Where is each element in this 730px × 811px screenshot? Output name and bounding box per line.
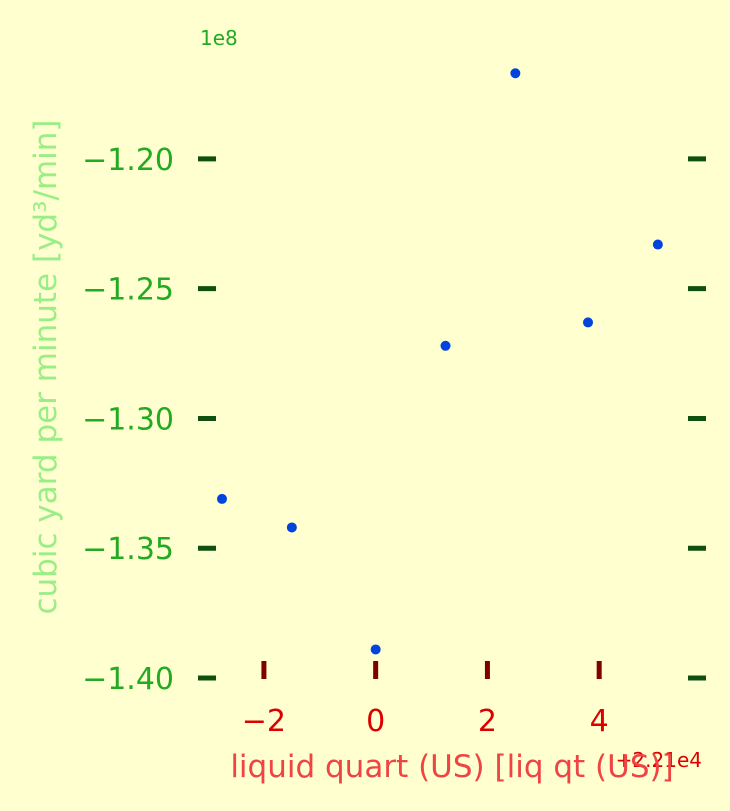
x-axis-offset-label: +2.21e4 xyxy=(616,748,702,772)
y-tick-label: −1.20 xyxy=(82,143,174,178)
data-point xyxy=(370,644,381,655)
y-axis-offset-label: 1e8 xyxy=(200,26,238,50)
y-tick-label: −1.40 xyxy=(82,662,174,697)
data-point xyxy=(286,522,297,533)
x-axis-label: liquid quart (US) [liq qt (US)] xyxy=(230,749,673,785)
y-axis-left: −1.40 −1.35 −1.30 −1.25 −1.20 xyxy=(82,143,216,697)
x-tick-label: 0 xyxy=(366,704,385,739)
data-points xyxy=(217,68,663,655)
data-point xyxy=(583,317,594,328)
x-tick-label: −2 xyxy=(242,704,286,739)
y-axis-label: cubic yard per minute [yd³/min] xyxy=(28,119,64,614)
data-point xyxy=(652,239,663,250)
data-point xyxy=(217,493,227,504)
data-point xyxy=(440,340,451,351)
y-axis-right xyxy=(688,156,706,681)
x-tick-label: 4 xyxy=(590,704,609,739)
x-axis: −2 0 2 4 xyxy=(242,661,609,739)
data-point xyxy=(510,68,521,79)
y-tick-label: −1.35 xyxy=(82,532,174,567)
x-tick-label: 2 xyxy=(478,704,497,739)
y-tick-label: −1.30 xyxy=(82,402,174,437)
y-tick-label: −1.25 xyxy=(82,273,174,308)
